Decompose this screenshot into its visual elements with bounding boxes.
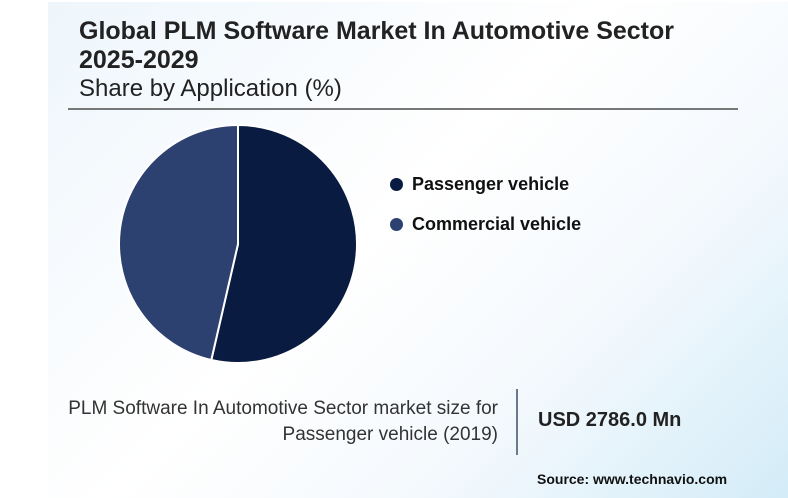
pie-chart: [117, 123, 358, 364]
source-note: Source: www.technavio.com: [537, 471, 728, 487]
title-divider: [68, 108, 738, 110]
chart-title: Global PLM Software Market In Automotive…: [79, 17, 674, 74]
legend-label: Commercial vehicle: [412, 213, 582, 234]
pie-slice-commercial-vehicle: [117, 123, 239, 362]
legend-label: Passenger vehicle: [412, 173, 570, 194]
market-size-label: PLM Software In Automotive Sector market…: [68, 398, 498, 445]
legend-item-commercial-vehicle: Commercial vehicle: [390, 212, 581, 236]
chart-subtitle: Share by Application (%): [79, 75, 342, 102]
legend-dot-icon: [390, 217, 403, 231]
legend-item-passenger-vehicle: Passenger vehicle: [390, 172, 581, 196]
market-size-value: USD 2786.0 Mn: [538, 409, 682, 431]
pie-slice-passenger-vehicle: [210, 123, 358, 364]
legend: Passenger vehicle Commercial vehicle: [390, 172, 581, 252]
stat-divider: [516, 389, 518, 455]
legend-dot-icon: [390, 177, 403, 191]
